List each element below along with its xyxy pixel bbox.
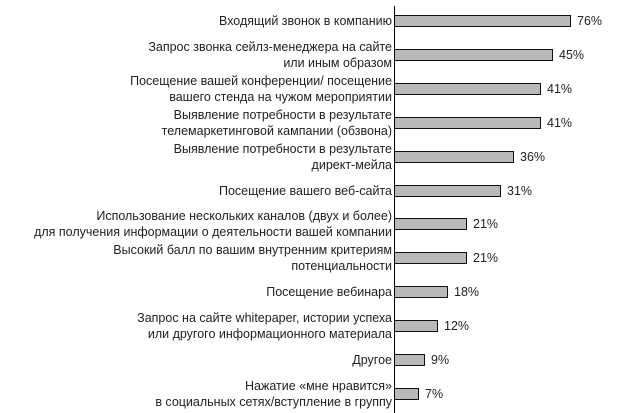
bar: [395, 320, 438, 333]
category-label: Входящий звонок в компанию: [219, 13, 392, 29]
value-label: 21%: [473, 251, 499, 266]
category-label-line: Посещение вебинара: [266, 285, 392, 300]
category-label: Выявление потребности в результате директ…: [174, 141, 392, 173]
category-label-line: Выявление потребности в результате: [173, 107, 392, 122]
category-label: Высокий балл по вашим внутренним критери…: [113, 242, 392, 274]
category-label-line: вашего стенда на чужом мероприятии: [169, 89, 392, 104]
category-label-line: Входящий звонок в компанию: [219, 14, 392, 28]
category-label: Выявление потребности в результате телема…: [162, 107, 392, 139]
bar: [395, 286, 448, 299]
bar: [395, 15, 571, 27]
bar-row: Запрос звонка сейлз-менеджера на сайте ил…: [0, 38, 618, 72]
category-label-line: Выявление потребности в результате: [173, 141, 392, 156]
bar-row: Посещение вебинара 18%: [0, 275, 618, 309]
bar-row: Выявление потребности в результате телема…: [0, 106, 618, 140]
bar-row: Посещение вашей конференции/ посещение ва…: [0, 72, 618, 106]
category-label: Запрос звонка сейлз-менеджера на сайте ил…: [148, 39, 392, 71]
value-label: 18%: [454, 285, 480, 300]
value-label: 76%: [577, 14, 603, 28]
category-label-line: Использование нескольких каналов (двух и…: [96, 209, 392, 224]
category-label-line: Посещение вашего веб-сайта: [218, 183, 392, 198]
bar-row: Нажатие «мне нравится» в социальных сетях…: [0, 377, 618, 411]
category-label: Запрос на сайте whitepaper, истории успе…: [137, 310, 392, 342]
value-label: 9%: [431, 353, 450, 367]
category-label: Другое: [352, 352, 392, 368]
value-label: 21%: [473, 217, 499, 232]
category-label-line: в социальных сетях/вступление в группу: [155, 394, 392, 409]
category-label-line: Высокий балл по вашим внутренним критери…: [113, 243, 392, 258]
category-label-line: потенциальности: [291, 259, 392, 274]
bar: [395, 48, 553, 61]
category-label: Нажатие «мне нравится» в социальных сетях…: [155, 378, 392, 410]
bar: [395, 218, 467, 231]
bar-row: Входящий звонок в компанию 76%: [0, 4, 618, 38]
bar: [395, 150, 514, 163]
category-label-line: Посещение вашей конференции/ посещение: [130, 73, 392, 88]
category-label-line: или иным образом: [283, 55, 392, 70]
bar: [395, 252, 467, 265]
value-label: 31%: [507, 183, 533, 198]
bar: [395, 354, 425, 366]
category-label: Посещение вашего веб-сайта: [219, 183, 392, 199]
category-label-line: директ-мейла: [311, 157, 392, 172]
category-label-line: Другое: [352, 353, 392, 367]
value-label: 7%: [425, 386, 444, 401]
bar-row: Выявление потребности в результате директ…: [0, 140, 618, 174]
value-label: 41%: [547, 115, 573, 130]
bar: [395, 184, 501, 197]
category-axis-line: [394, 6, 395, 413]
category-label-line: или другого информационного материала: [147, 327, 392, 342]
value-label: 12%: [444, 319, 470, 334]
bar: [395, 387, 419, 400]
category-label-line: телемаркетинговой кампании (обзвона): [161, 123, 392, 138]
category-label-line: Запрос на сайте whitepaper, истории успе…: [137, 311, 392, 326]
bar-row: Другое 9%: [0, 343, 618, 377]
category-label-line: Нажатие «мне нравится»: [244, 378, 392, 393]
category-label: Посещение вашей конференции/ посещение ва…: [130, 73, 392, 105]
bar-row: Запрос на сайте whitepaper, истории успе…: [0, 309, 618, 343]
category-label: Посещение вебинара: [266, 284, 392, 300]
bar: [395, 82, 541, 95]
category-label-line: Запрос звонка сейлз-менеджера на сайте: [148, 39, 392, 54]
value-label: 45%: [559, 47, 585, 62]
bar-row: Посещение вашего веб-сайта 31%: [0, 174, 618, 208]
value-label: 36%: [520, 149, 546, 164]
bar-row: Высокий балл по вашим внутренним критери…: [0, 241, 618, 275]
category-label: Использование нескольких каналов (двух и…: [34, 208, 392, 240]
bar-row: Использование нескольких каналов (двух и…: [0, 207, 618, 241]
value-label: 41%: [547, 81, 573, 96]
category-label-line: для получения информации о деятельности …: [34, 225, 392, 240]
bar: [395, 116, 541, 129]
